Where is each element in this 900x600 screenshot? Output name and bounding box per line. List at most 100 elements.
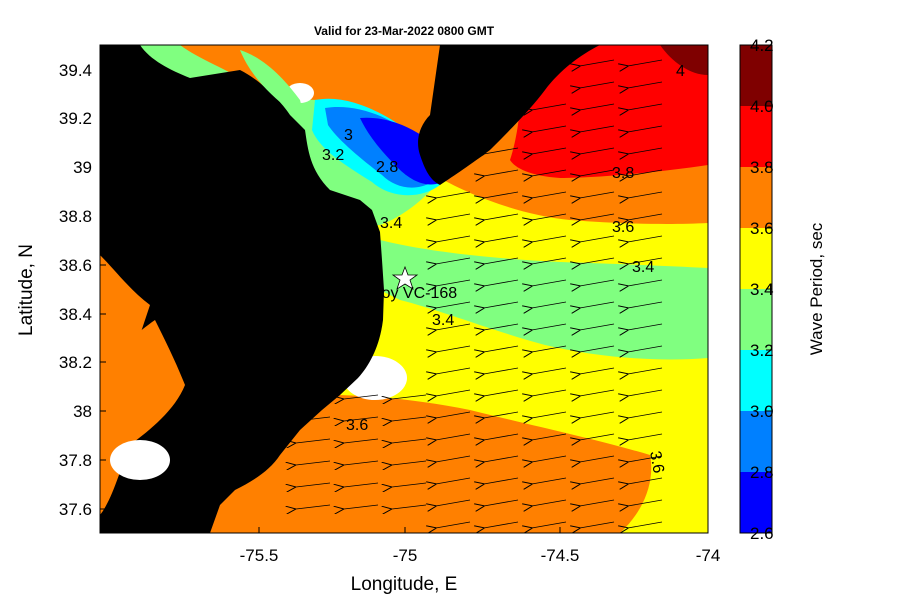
wave-arrow bbox=[437, 213, 471, 220]
region-darkred bbox=[660, 45, 708, 75]
contour-label: 3.4 bbox=[632, 259, 654, 276]
contour-label: 4 bbox=[676, 63, 685, 80]
x-tick-label: -75 bbox=[393, 546, 418, 565]
wave-arrow bbox=[437, 477, 471, 484]
wave-arrow bbox=[485, 367, 519, 374]
wave-arrow bbox=[392, 416, 427, 421]
wave-arrow bbox=[581, 81, 615, 88]
wave-arrow bbox=[392, 438, 427, 443]
contour-label: 3.6 bbox=[646, 450, 667, 475]
colorbar-tick-label: 3.4 bbox=[750, 280, 774, 299]
x-tick-label: -75.5 bbox=[240, 546, 279, 565]
wave-arrow bbox=[392, 482, 427, 487]
wave-arrow bbox=[437, 499, 471, 506]
wave-arrow bbox=[629, 147, 663, 154]
wave-arrow bbox=[629, 345, 663, 352]
wave-arrow bbox=[581, 147, 615, 154]
colorbar-segment bbox=[740, 45, 772, 106]
colorbar-segment bbox=[740, 106, 772, 167]
wave-arrow bbox=[533, 301, 567, 308]
wave-arrow bbox=[581, 433, 615, 440]
contour-label: 3.4 bbox=[380, 215, 402, 232]
wave-arrow bbox=[533, 147, 567, 154]
colorbar-tick-label: 4.0 bbox=[750, 97, 774, 116]
wave-arrow bbox=[581, 301, 615, 308]
wave-arrow bbox=[392, 460, 427, 465]
y-tick-label: 38.6 bbox=[59, 256, 92, 275]
wave-arrow bbox=[296, 460, 331, 465]
contour-label: 3.6 bbox=[612, 219, 634, 236]
y-tick-label: 38 bbox=[73, 402, 92, 421]
wave-arrow bbox=[437, 279, 471, 286]
y-tick-label: 37.6 bbox=[59, 500, 92, 519]
axes-frame bbox=[99, 44, 709, 534]
wave-arrow bbox=[629, 521, 663, 528]
contour-label: 3.6 bbox=[346, 417, 368, 434]
colorbar-tick-label: 3.8 bbox=[750, 158, 774, 177]
wave-arrow bbox=[581, 59, 615, 66]
wave-arrow bbox=[344, 460, 379, 465]
wave-arrow bbox=[485, 499, 519, 506]
wave-arrow bbox=[533, 257, 567, 264]
wave-arrow bbox=[581, 103, 615, 110]
y-tick-label: 38.8 bbox=[59, 207, 92, 226]
wave-arrow bbox=[581, 125, 615, 132]
wave-direction-arrows bbox=[296, 59, 663, 528]
wave-arrow bbox=[392, 394, 427, 399]
bay-water bbox=[240, 50, 305, 120]
y-tick-label: 37.8 bbox=[59, 451, 92, 470]
land-nj bbox=[418, 45, 600, 185]
contour-label: 3.8 bbox=[612, 165, 634, 182]
wave-arrow bbox=[437, 521, 471, 528]
wave-arrow bbox=[581, 279, 615, 286]
wave-arrow bbox=[437, 323, 471, 330]
wave-arrow bbox=[533, 125, 567, 132]
wave-arrow bbox=[533, 235, 567, 242]
wave-arrow bbox=[485, 389, 519, 396]
y-tick-label: 39.2 bbox=[59, 109, 92, 128]
no-data-patch bbox=[110, 440, 170, 480]
wave-arrow bbox=[485, 433, 519, 440]
wave-arrow bbox=[485, 147, 519, 154]
wave-arrow bbox=[296, 504, 331, 509]
wave-arrow bbox=[344, 438, 379, 443]
wave-arrow bbox=[533, 345, 567, 352]
wave-arrow bbox=[437, 257, 471, 264]
wave-arrow bbox=[296, 482, 331, 487]
chart-title: Valid for 23-Mar-2022 0800 GMT bbox=[313, 24, 495, 38]
wave-arrow bbox=[485, 235, 519, 242]
wave-arrow bbox=[581, 477, 615, 484]
wave-arrow bbox=[581, 367, 615, 374]
y-tick-label: 38.2 bbox=[59, 353, 92, 372]
wave-arrow bbox=[629, 367, 663, 374]
map-area: Buoy VC-168 3.8 3.6 3.4 3.4 3.2 3 2.8 3.… bbox=[100, 45, 708, 533]
wave-arrow bbox=[629, 103, 663, 110]
wave-arrow bbox=[629, 455, 663, 462]
contour-label: 3.2 bbox=[322, 147, 344, 164]
wave-arrow bbox=[533, 103, 567, 110]
wave-arrow bbox=[485, 169, 519, 176]
wave-arrow bbox=[296, 416, 331, 421]
colorbar-segment bbox=[740, 350, 772, 411]
wave-arrow bbox=[533, 213, 567, 220]
colorbar-segment bbox=[740, 167, 772, 228]
contour-label: 3 bbox=[344, 127, 353, 144]
wave-arrow bbox=[581, 521, 615, 528]
wave-arrow bbox=[485, 323, 519, 330]
wave-arrow bbox=[485, 455, 519, 462]
x-tick-label: -74 bbox=[696, 546, 721, 565]
wave-arrow bbox=[629, 213, 663, 220]
wave-arrow bbox=[533, 367, 567, 374]
wave-arrow bbox=[344, 482, 379, 487]
wave-arrow bbox=[533, 169, 567, 176]
wave-arrow bbox=[533, 433, 567, 440]
wave-arrow bbox=[629, 191, 663, 198]
wave-arrow bbox=[629, 411, 663, 418]
wave-arrow bbox=[485, 213, 519, 220]
wave-arrow bbox=[629, 125, 663, 132]
colorbar-tick-label: 4.2 bbox=[750, 36, 774, 55]
wave-arrow bbox=[485, 191, 519, 198]
wave-arrow bbox=[581, 323, 615, 330]
wave-arrow bbox=[629, 235, 663, 242]
colorbar-tick-label: 3.2 bbox=[750, 341, 774, 360]
